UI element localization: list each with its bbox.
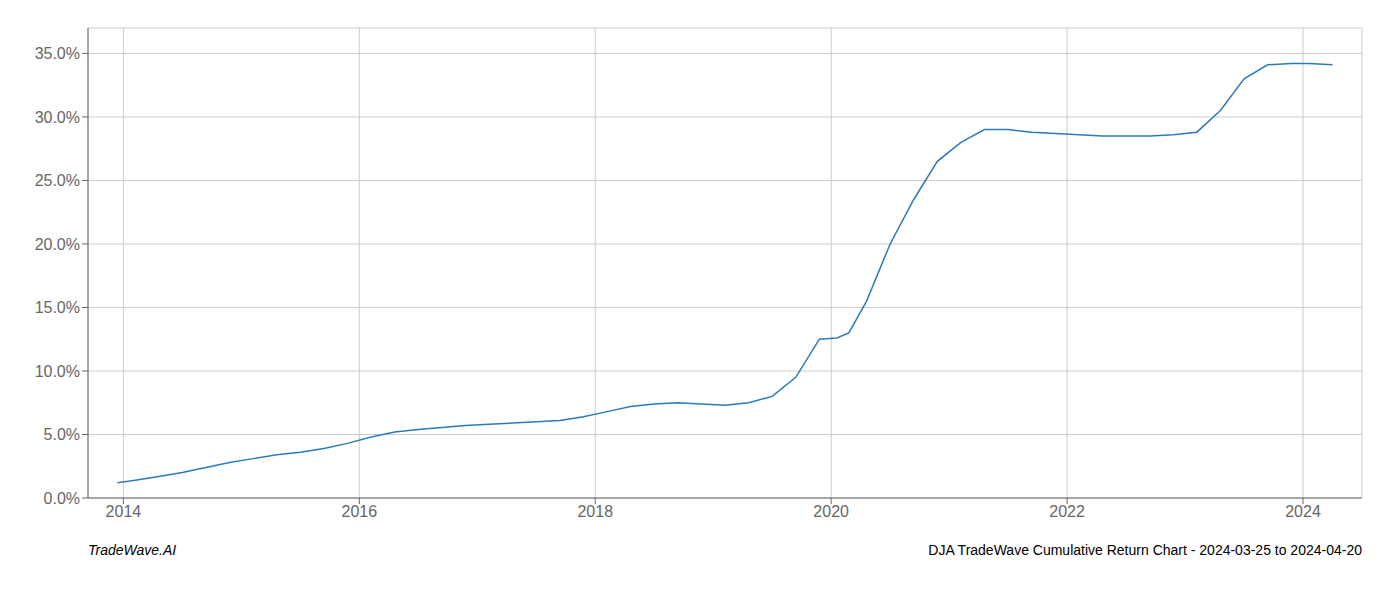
svg-text:15.0%: 15.0% — [35, 299, 80, 316]
svg-text:2018: 2018 — [577, 503, 613, 520]
svg-text:25.0%: 25.0% — [35, 172, 80, 189]
svg-text:20.0%: 20.0% — [35, 236, 80, 253]
html-text:DJA TradeWave Cumulative Retur: DJA TradeWave Cumulative Return Chart - … — [928, 542, 1362, 558]
svg-text:10.0%: 10.0% — [35, 363, 80, 380]
svg-text:2024: 2024 — [1285, 503, 1321, 520]
svg-text:2020: 2020 — [813, 503, 849, 520]
svg-text:30.0%: 30.0% — [35, 109, 80, 126]
svg-text:2016: 2016 — [342, 503, 378, 520]
svg-text:5.0%: 5.0% — [44, 426, 80, 443]
svg-text:2022: 2022 — [1049, 503, 1085, 520]
svg-text:2014: 2014 — [106, 503, 142, 520]
svg-text:0.0%: 0.0% — [44, 490, 80, 507]
html-text:TradeWave.AI: TradeWave.AI — [88, 542, 177, 558]
svg-text:35.0%: 35.0% — [35, 45, 80, 62]
